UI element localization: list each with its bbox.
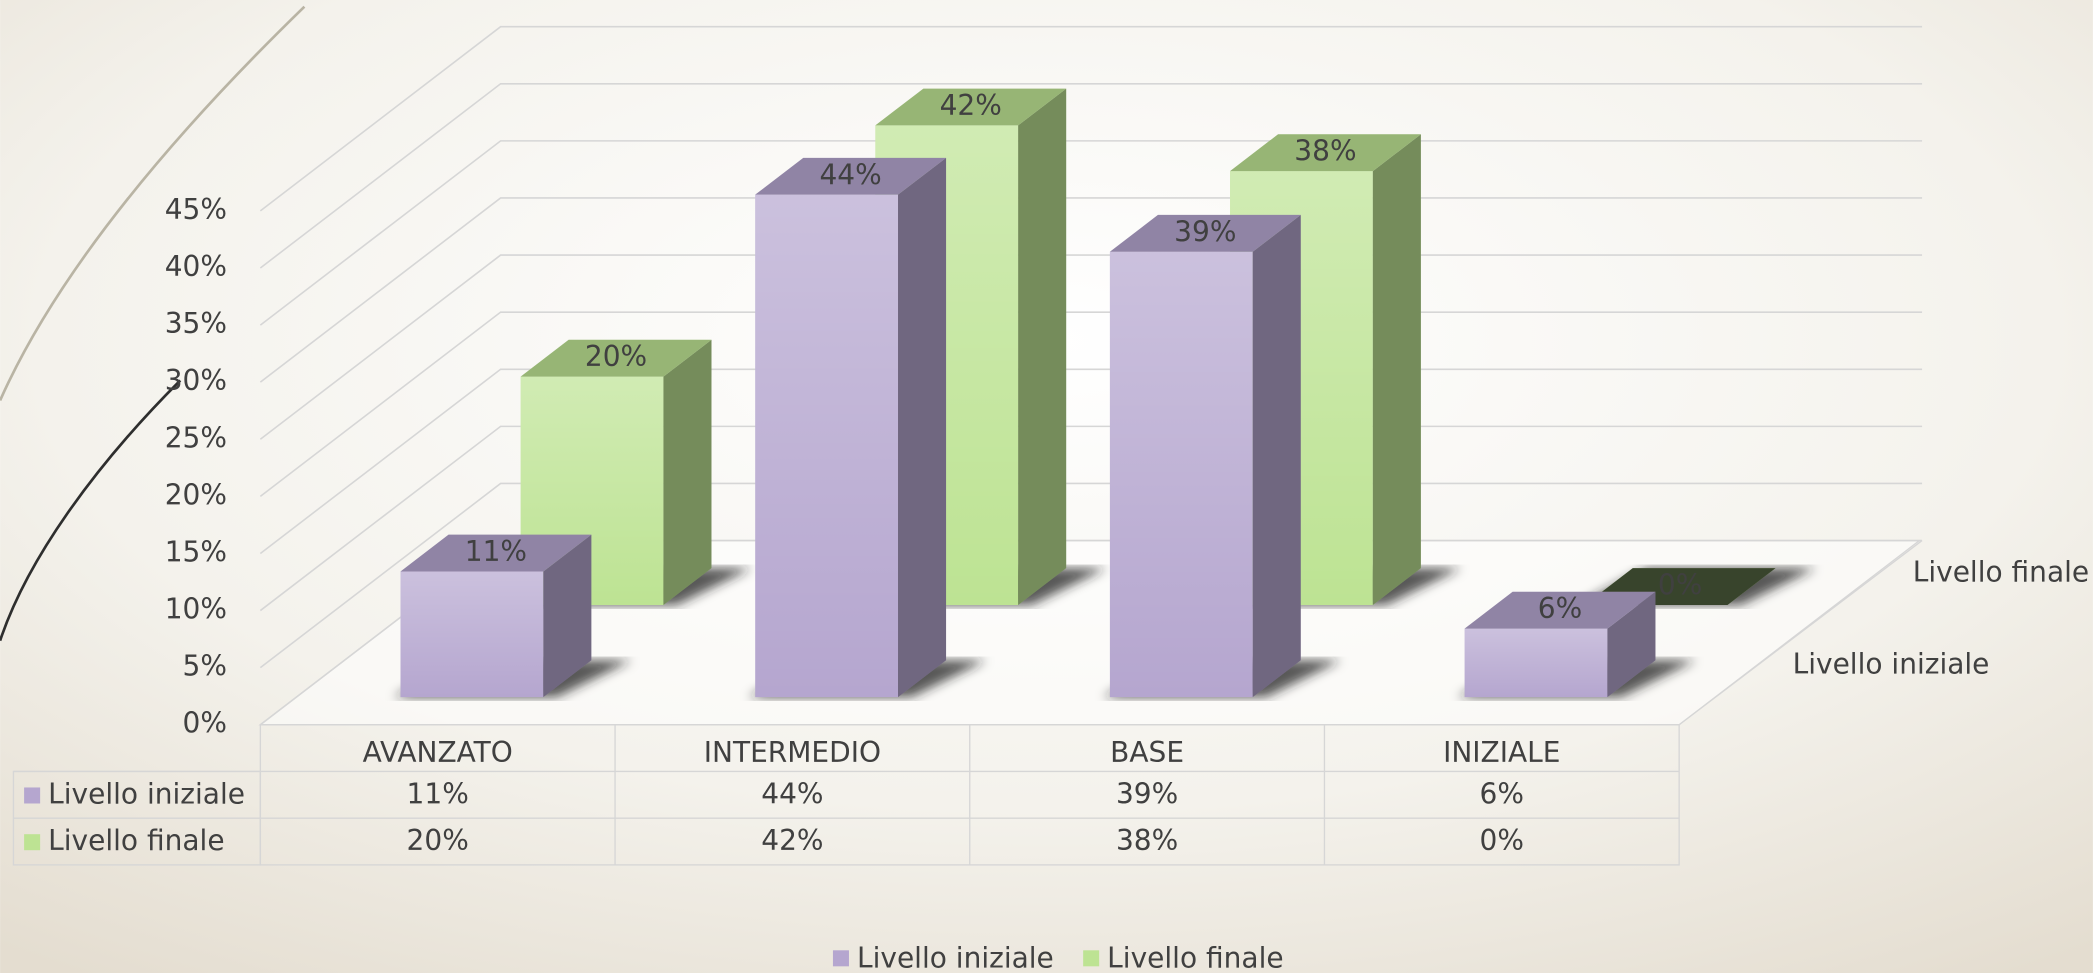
- bar-side-shade: [1372, 134, 1421, 606]
- bar-side: [1018, 88, 1067, 606]
- data-label: 0%: [1658, 569, 1702, 602]
- data-label: 20%: [585, 340, 647, 373]
- table-header: INIZIALE: [1443, 736, 1560, 769]
- bar-top: [875, 88, 1067, 126]
- bar-top-shade: [520, 339, 712, 377]
- y-tick-label: 15%: [165, 535, 227, 568]
- bar-side-shade: [543, 534, 592, 698]
- data-label: 11%: [465, 535, 527, 568]
- y-tick-label: 0%: [183, 707, 227, 740]
- y-tick-label: 25%: [165, 421, 227, 454]
- bar-side-shade: [663, 339, 712, 606]
- bar-side: [1252, 214, 1301, 698]
- bar-top: [400, 534, 592, 572]
- bar-side-shade: [1018, 88, 1067, 606]
- bar-side: [1372, 134, 1421, 606]
- bar-side-shade: [1727, 568, 1776, 606]
- legend-swatch: [1083, 950, 1100, 967]
- bar-side: [898, 157, 947, 698]
- y-tick-label: 5%: [183, 650, 227, 683]
- y-tick-label: 10%: [165, 593, 227, 626]
- bar-side: [1727, 568, 1776, 606]
- table-header: INTERMEDIO: [704, 736, 881, 769]
- bar-top-shade: [400, 534, 592, 572]
- bar-top-shade: [1464, 591, 1656, 629]
- bar-front-shade: [755, 194, 899, 698]
- bar-top: [520, 339, 712, 377]
- grid-line: [259, 368, 1923, 555]
- y-tick-label: 20%: [165, 478, 227, 511]
- table-legend-swatch: [24, 834, 41, 851]
- grid-line: [259, 311, 1923, 497]
- table-header: AVANZATO: [363, 736, 513, 769]
- table-legend-swatch: [24, 787, 41, 804]
- legend-swatch: [832, 950, 849, 967]
- data-label: 44%: [819, 158, 881, 191]
- grid-line: [259, 197, 1923, 383]
- bar-side: [663, 339, 712, 606]
- table-header: BASE: [1110, 736, 1184, 769]
- y-tick-label: 40%: [165, 250, 227, 283]
- y-tick-label: 45%: [165, 193, 227, 226]
- data-label: 39%: [1174, 215, 1236, 248]
- grid-line: [259, 254, 1923, 440]
- bar-top: [1109, 214, 1301, 252]
- bar-side-shade: [898, 157, 947, 698]
- decor-arc: [0, 379, 182, 642]
- axis-line: [1678, 540, 1923, 726]
- bar-top-shade: [1109, 214, 1301, 252]
- table-cell: 39%: [1116, 777, 1178, 810]
- data-label: 6%: [1538, 592, 1582, 625]
- grid-line: [259, 425, 1923, 612]
- table-cell: 42%: [761, 824, 823, 857]
- depth-axis-label: Livello finale: [1913, 555, 2089, 588]
- grid-line: [259, 82, 1923, 269]
- table-cell: 6%: [1480, 777, 1524, 810]
- decor-arc: [0, 5, 306, 401]
- table-cell: 11%: [407, 777, 469, 810]
- legend-label: Livello iniziale: [857, 942, 1054, 973]
- bar-top: [1464, 591, 1656, 629]
- table-cell: 0%: [1480, 824, 1524, 857]
- y-tick-label: 35%: [165, 307, 227, 340]
- grid-line: [259, 482, 1923, 669]
- table-cell: 44%: [761, 777, 823, 810]
- bar-side-shade: [1252, 214, 1301, 698]
- depth-axis-label: Livello iniziale: [1793, 647, 1990, 680]
- bar-top-shade: [1230, 134, 1421, 172]
- bar-top: [755, 157, 947, 195]
- y-tick-label: 30%: [165, 364, 227, 397]
- bar-front-shade: [1464, 628, 1608, 698]
- bar-top-shade: [755, 157, 947, 195]
- table-row-label: Livello finale: [48, 824, 224, 857]
- bar-top-shade: [875, 88, 1067, 126]
- legend-label: Livello finale: [1107, 942, 1283, 973]
- bar-top: [1230, 134, 1421, 172]
- grid-line: [259, 25, 1923, 212]
- bar-front-shade: [400, 571, 544, 698]
- bar-front-shade: [1109, 251, 1253, 698]
- bar-side: [543, 534, 592, 698]
- bar-side: [1607, 591, 1656, 698]
- data-label: 38%: [1294, 135, 1356, 168]
- grid-line: [259, 140, 1923, 326]
- table-row-label: Livello iniziale: [48, 777, 245, 810]
- bar-side-shade: [1607, 591, 1656, 698]
- table-cell: 38%: [1116, 824, 1178, 857]
- table-cell: 20%: [407, 824, 469, 857]
- data-label: 42%: [940, 89, 1002, 122]
